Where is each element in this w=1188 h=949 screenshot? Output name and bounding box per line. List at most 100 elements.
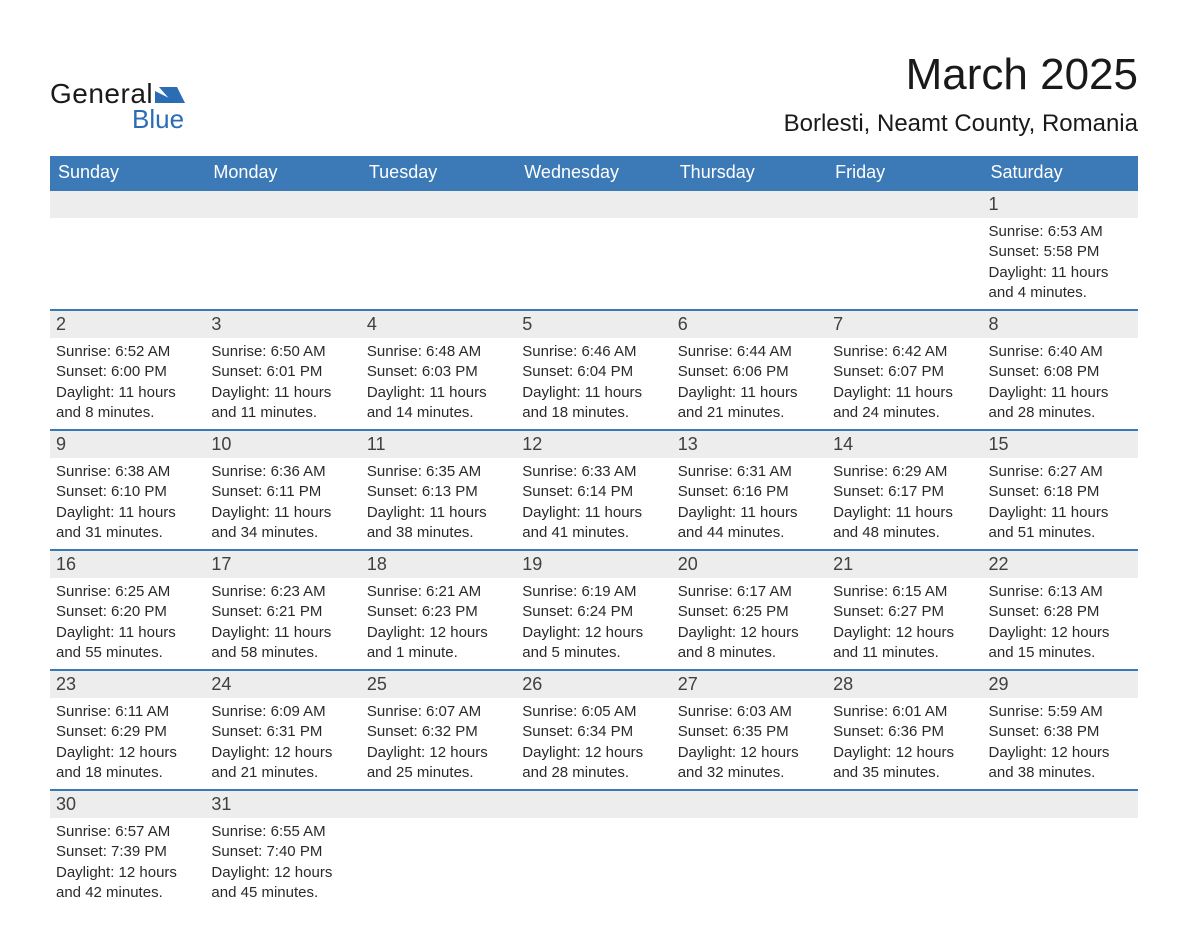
day-number-cell: 3 [205,310,360,338]
day-detail-cell: Sunrise: 6:29 AMSunset: 6:17 PMDaylight:… [827,458,982,550]
day-number-cell: 14 [827,430,982,458]
day-detail-cell: Sunrise: 6:05 AMSunset: 6:34 PMDaylight:… [516,698,671,790]
day-number-cell [672,790,827,818]
day-number-row: 3031 [50,790,1138,818]
location-text: Borlesti, Neamt County, Romania [784,110,1138,138]
day-data-row: Sunrise: 6:11 AMSunset: 6:29 PMDaylight:… [50,698,1138,790]
day-number-cell: 11 [361,430,516,458]
day-detail-cell [516,218,671,310]
day-number-cell: 23 [50,670,205,698]
day-number-cell [361,790,516,818]
day-number-cell: 12 [516,430,671,458]
day-number-row: 23242526272829 [50,670,1138,698]
day-detail-cell [516,818,671,909]
day-number-cell: 20 [672,550,827,578]
day-detail-cell: Sunrise: 6:52 AMSunset: 6:00 PMDaylight:… [50,338,205,430]
day-detail-cell: Sunrise: 6:25 AMSunset: 6:20 PMDaylight:… [50,578,205,670]
day-detail-cell: Sunrise: 6:23 AMSunset: 6:21 PMDaylight:… [205,578,360,670]
day-detail-cell: Sunrise: 6:01 AMSunset: 6:36 PMDaylight:… [827,698,982,790]
day-detail-cell [50,218,205,310]
day-number-cell: 8 [983,310,1138,338]
day-detail-cell: Sunrise: 6:40 AMSunset: 6:08 PMDaylight:… [983,338,1138,430]
day-number-cell: 29 [983,670,1138,698]
day-detail-cell [672,818,827,909]
day-number-cell: 19 [516,550,671,578]
day-number-cell: 25 [361,670,516,698]
day-data-row: Sunrise: 6:38 AMSunset: 6:10 PMDaylight:… [50,458,1138,550]
day-number-cell: 31 [205,790,360,818]
day-detail-cell: Sunrise: 6:44 AMSunset: 6:06 PMDaylight:… [672,338,827,430]
day-detail-cell [983,818,1138,909]
weekday-header: Friday [827,156,982,190]
day-number-cell: 15 [983,430,1138,458]
weekday-header: Wednesday [516,156,671,190]
day-data-row: Sunrise: 6:52 AMSunset: 6:00 PMDaylight:… [50,338,1138,430]
day-number-row: 9101112131415 [50,430,1138,458]
day-detail-cell: Sunrise: 6:53 AMSunset: 5:58 PMDaylight:… [983,218,1138,310]
day-detail-cell [827,818,982,909]
day-number-cell: 17 [205,550,360,578]
day-data-row: Sunrise: 6:57 AMSunset: 7:39 PMDaylight:… [50,818,1138,909]
day-detail-cell: Sunrise: 6:03 AMSunset: 6:35 PMDaylight:… [672,698,827,790]
day-number-cell: 28 [827,670,982,698]
day-number-cell [50,190,205,218]
day-number-cell [672,190,827,218]
day-detail-cell: Sunrise: 6:55 AMSunset: 7:40 PMDaylight:… [205,818,360,909]
day-number-cell: 4 [361,310,516,338]
weekday-header: Thursday [672,156,827,190]
day-number-cell: 27 [672,670,827,698]
weekday-header: Sunday [50,156,205,190]
header: General Blue March 2025 Borlesti, Neamt … [50,50,1138,138]
day-number-cell: 6 [672,310,827,338]
day-number-cell [983,790,1138,818]
day-number-cell [361,190,516,218]
day-detail-cell [361,218,516,310]
day-number-row: 16171819202122 [50,550,1138,578]
day-number-cell: 5 [516,310,671,338]
weekday-header: Monday [205,156,360,190]
day-detail-cell [827,218,982,310]
day-detail-cell: Sunrise: 6:13 AMSunset: 6:28 PMDaylight:… [983,578,1138,670]
day-number-cell: 13 [672,430,827,458]
day-number-cell: 30 [50,790,205,818]
day-detail-cell: Sunrise: 6:57 AMSunset: 7:39 PMDaylight:… [50,818,205,909]
month-title: March 2025 [784,50,1138,100]
brand-logo: General Blue [50,78,189,135]
weekday-header: Tuesday [361,156,516,190]
day-data-row: Sunrise: 6:53 AMSunset: 5:58 PMDaylight:… [50,218,1138,310]
day-number-cell: 1 [983,190,1138,218]
day-number-row: 2345678 [50,310,1138,338]
day-detail-cell: Sunrise: 6:31 AMSunset: 6:16 PMDaylight:… [672,458,827,550]
day-number-cell: 22 [983,550,1138,578]
day-detail-cell: Sunrise: 6:36 AMSunset: 6:11 PMDaylight:… [205,458,360,550]
day-detail-cell: Sunrise: 5:59 AMSunset: 6:38 PMDaylight:… [983,698,1138,790]
day-detail-cell: Sunrise: 6:21 AMSunset: 6:23 PMDaylight:… [361,578,516,670]
brand-word-2: Blue [132,104,184,135]
title-block: March 2025 Borlesti, Neamt County, Roman… [784,50,1138,138]
weekday-header: Saturday [983,156,1138,190]
day-detail-cell: Sunrise: 6:11 AMSunset: 6:29 PMDaylight:… [50,698,205,790]
day-number-cell [516,190,671,218]
day-detail-cell [672,218,827,310]
day-detail-cell: Sunrise: 6:35 AMSunset: 6:13 PMDaylight:… [361,458,516,550]
day-detail-cell: Sunrise: 6:48 AMSunset: 6:03 PMDaylight:… [361,338,516,430]
calendar-table: SundayMondayTuesdayWednesdayThursdayFrid… [50,156,1138,909]
day-detail-cell: Sunrise: 6:33 AMSunset: 6:14 PMDaylight:… [516,458,671,550]
day-number-cell [827,190,982,218]
day-detail-cell: Sunrise: 6:09 AMSunset: 6:31 PMDaylight:… [205,698,360,790]
day-number-cell: 24 [205,670,360,698]
day-data-row: Sunrise: 6:25 AMSunset: 6:20 PMDaylight:… [50,578,1138,670]
day-number-cell [205,190,360,218]
day-number-cell: 10 [205,430,360,458]
day-number-cell: 2 [50,310,205,338]
day-detail-cell: Sunrise: 6:17 AMSunset: 6:25 PMDaylight:… [672,578,827,670]
day-number-cell: 18 [361,550,516,578]
day-number-row: 1 [50,190,1138,218]
day-number-cell [827,790,982,818]
day-detail-cell: Sunrise: 6:46 AMSunset: 6:04 PMDaylight:… [516,338,671,430]
day-detail-cell: Sunrise: 6:50 AMSunset: 6:01 PMDaylight:… [205,338,360,430]
day-detail-cell [361,818,516,909]
day-detail-cell: Sunrise: 6:15 AMSunset: 6:27 PMDaylight:… [827,578,982,670]
day-detail-cell [205,218,360,310]
day-number-cell: 16 [50,550,205,578]
